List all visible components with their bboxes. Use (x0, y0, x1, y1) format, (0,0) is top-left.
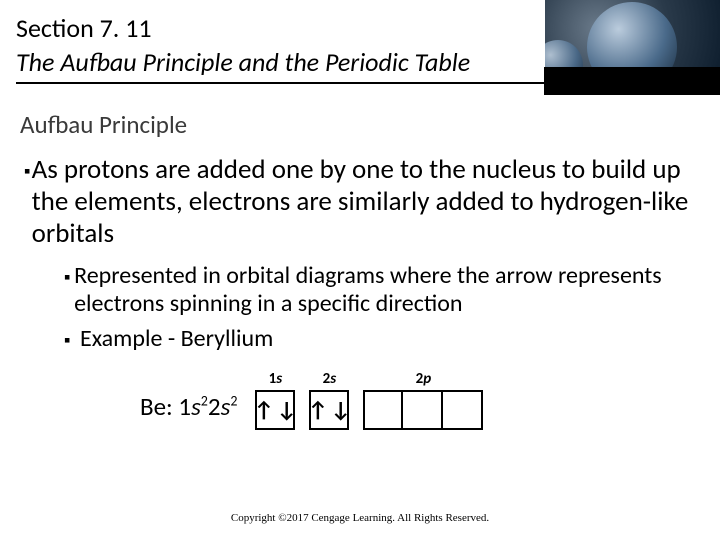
orbital-label: 1s (269, 370, 283, 388)
bullet-text: Represented in orbital diagrams where th… (74, 262, 692, 320)
slide-header: Section 7. 11 The Aufbau Principle and t… (0, 0, 720, 95)
config-sup: 2 (230, 393, 237, 410)
orbital-box: ↑ ↓ (309, 390, 349, 430)
bullet-level2: ▪ Example - Beryllium (64, 325, 692, 354)
config-l: s (221, 391, 231, 422)
electron-arrow-up-icon: ↑ (254, 399, 274, 421)
subheading: Aufbau Principle (20, 109, 700, 140)
config-n: 2 (208, 391, 221, 422)
config-n: 1 (178, 391, 191, 422)
bullet-mark-icon: ▪ (64, 262, 74, 320)
config-l: s (191, 391, 201, 422)
orbital-group-1s: 1s ↑ ↓ (255, 370, 295, 430)
orbital-group-2p: 2p (363, 370, 483, 430)
orbital-l: p (423, 370, 431, 388)
slide-content: Aufbau Principle ▪ As protons are added … (0, 95, 720, 430)
electron-arrow-down-icon: ↓ (331, 399, 351, 421)
orbital-boxes: ↑ ↓ (255, 390, 295, 430)
header-text: Section 7. 11 The Aufbau Principle and t… (16, 12, 561, 84)
header-rule (16, 82, 561, 84)
copyright-text: Copyright ©2017 Cengage Learning. All Ri… (0, 512, 720, 524)
header-dark-strip (544, 67, 720, 95)
electron-arrow-down-icon: ↓ (277, 399, 297, 421)
orbital-boxes (363, 390, 483, 430)
orbital-l: s (330, 370, 336, 388)
bullet-level2: ▪ Represented in orbital diagrams where … (64, 262, 692, 320)
bullet-text: Example - Beryllium (80, 325, 273, 354)
electron-arrow-up-icon: ↑ (308, 399, 328, 421)
bullet-level1: ▪ As protons are added one by one to the… (24, 154, 696, 250)
orbital-box (443, 390, 483, 430)
bullet-mark-icon: ▪ (24, 154, 32, 250)
config-sup: 2 (201, 393, 208, 410)
orbital-l: s (276, 370, 282, 388)
section-label: Section 7. 11 (16, 12, 561, 44)
bullet-text: As protons are added one by one to the n… (32, 154, 696, 250)
section-title: The Aufbau Principle and the Periodic Ta… (16, 46, 561, 78)
orbital-box: ↑ ↓ (255, 390, 295, 430)
orbital-group-2s: 2s ↑ ↓ (309, 370, 349, 430)
electron-config: Be: 1s22s2 (140, 391, 237, 422)
orbital-label: 2p (416, 370, 432, 388)
orbital-diagram: Be: 1s22s2 1s ↑ ↓ 2s ↑ ↓ (140, 370, 700, 430)
bullet-mark-icon: ▪ (64, 325, 80, 354)
config-prefix: Be: (140, 391, 178, 422)
orbital-boxes: ↑ ↓ (309, 390, 349, 430)
orbital-box (403, 390, 443, 430)
orbital-label: 2s (323, 370, 337, 388)
orbital-box (363, 390, 403, 430)
